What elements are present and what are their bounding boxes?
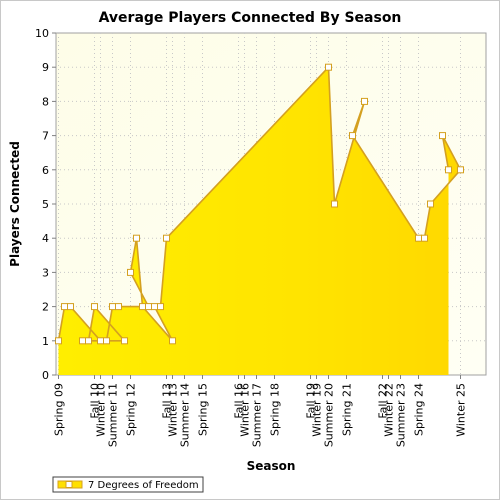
y-tick-label: 3 xyxy=(42,266,49,279)
y-tick-label: 8 xyxy=(42,95,49,108)
y-tick-label: 9 xyxy=(42,61,49,74)
data-point xyxy=(85,337,92,345)
x-tick-label: Summer 17 xyxy=(251,383,264,447)
legend-label: 7 Degrees of Freedom xyxy=(88,480,199,491)
x-tick-label: Fall 22 xyxy=(377,383,390,419)
x-tick-label: Winter 25 xyxy=(455,383,468,437)
x-tick-label: Fall 19 xyxy=(305,383,318,419)
data-point xyxy=(55,337,62,345)
x-tick-label: Spring 09 xyxy=(53,383,66,436)
x-tick-label: Spring 12 xyxy=(125,383,138,436)
data-point xyxy=(127,268,134,276)
data-point xyxy=(331,200,338,208)
x-tick-label: Spring 21 xyxy=(341,383,354,436)
data-point xyxy=(121,337,128,345)
data-point xyxy=(445,166,452,174)
y-tick-label: 2 xyxy=(42,301,49,314)
y-tick-label: 0 xyxy=(42,369,49,382)
data-point xyxy=(103,337,110,345)
data-point xyxy=(457,166,464,174)
x-tick-label: Winter 16 xyxy=(239,383,252,437)
y-tick-label: 6 xyxy=(42,164,49,177)
data-point xyxy=(163,234,170,242)
x-tick-label: Winter 22 xyxy=(383,383,396,437)
legend: 7 Degrees of Freedom xyxy=(52,476,204,493)
data-point xyxy=(109,303,116,311)
x-axis-label: Season xyxy=(247,459,296,473)
data-point xyxy=(79,337,86,345)
y-tick-label: 7 xyxy=(42,130,49,143)
data-point xyxy=(145,303,152,311)
x-tick-label: Fall 13 xyxy=(161,383,174,419)
data-point xyxy=(97,337,104,345)
data-point xyxy=(427,200,434,208)
y-axis-label: Players Connected xyxy=(8,141,22,267)
data-point xyxy=(151,303,158,311)
data-point xyxy=(439,132,446,140)
data-point xyxy=(91,303,98,311)
data-point xyxy=(325,63,332,71)
x-tick-label: Winter 10 xyxy=(95,383,108,437)
x-tick-label: Winter 19 xyxy=(311,383,324,437)
data-point xyxy=(133,234,140,242)
y-tick-label: 4 xyxy=(42,232,49,245)
x-tick-label: Summer 23 xyxy=(395,383,408,447)
data-point xyxy=(361,97,368,105)
data-point xyxy=(169,337,176,345)
data-point xyxy=(139,303,146,311)
markers xyxy=(55,63,464,345)
data-point xyxy=(421,234,428,242)
series-area xyxy=(58,67,461,375)
x-tick-label: Spring 15 xyxy=(197,383,210,436)
legend-marker xyxy=(65,481,73,488)
legend-box xyxy=(52,476,204,493)
chart-title: Average Players Connected By Season xyxy=(99,10,402,26)
data-point xyxy=(67,303,74,311)
x-tick-label: Summer 14 xyxy=(179,383,192,447)
data-point xyxy=(415,234,422,242)
data-point xyxy=(349,132,356,140)
y-tick-label: 10 xyxy=(35,27,49,40)
x-tick-label: Spring 18 xyxy=(269,383,282,436)
x-tick-label: Spring 24 xyxy=(413,383,426,436)
x-tick-label: Fall 16 xyxy=(233,383,246,419)
x-tick-label: Winter 13 xyxy=(167,383,180,437)
y-tick-label: 5 xyxy=(42,198,49,211)
y-ticks: 0 1 2 3 4 5 6 7 8 9 10 xyxy=(35,27,56,382)
x-tick-label: Summer 20 xyxy=(323,383,336,447)
data-point xyxy=(61,303,68,311)
y-tick-label: 1 xyxy=(42,335,49,348)
data-point xyxy=(115,303,122,311)
x-tick-label: Fall 10 xyxy=(89,383,102,419)
x-tick-label: Summer 11 xyxy=(107,383,120,447)
data-point xyxy=(157,303,164,311)
